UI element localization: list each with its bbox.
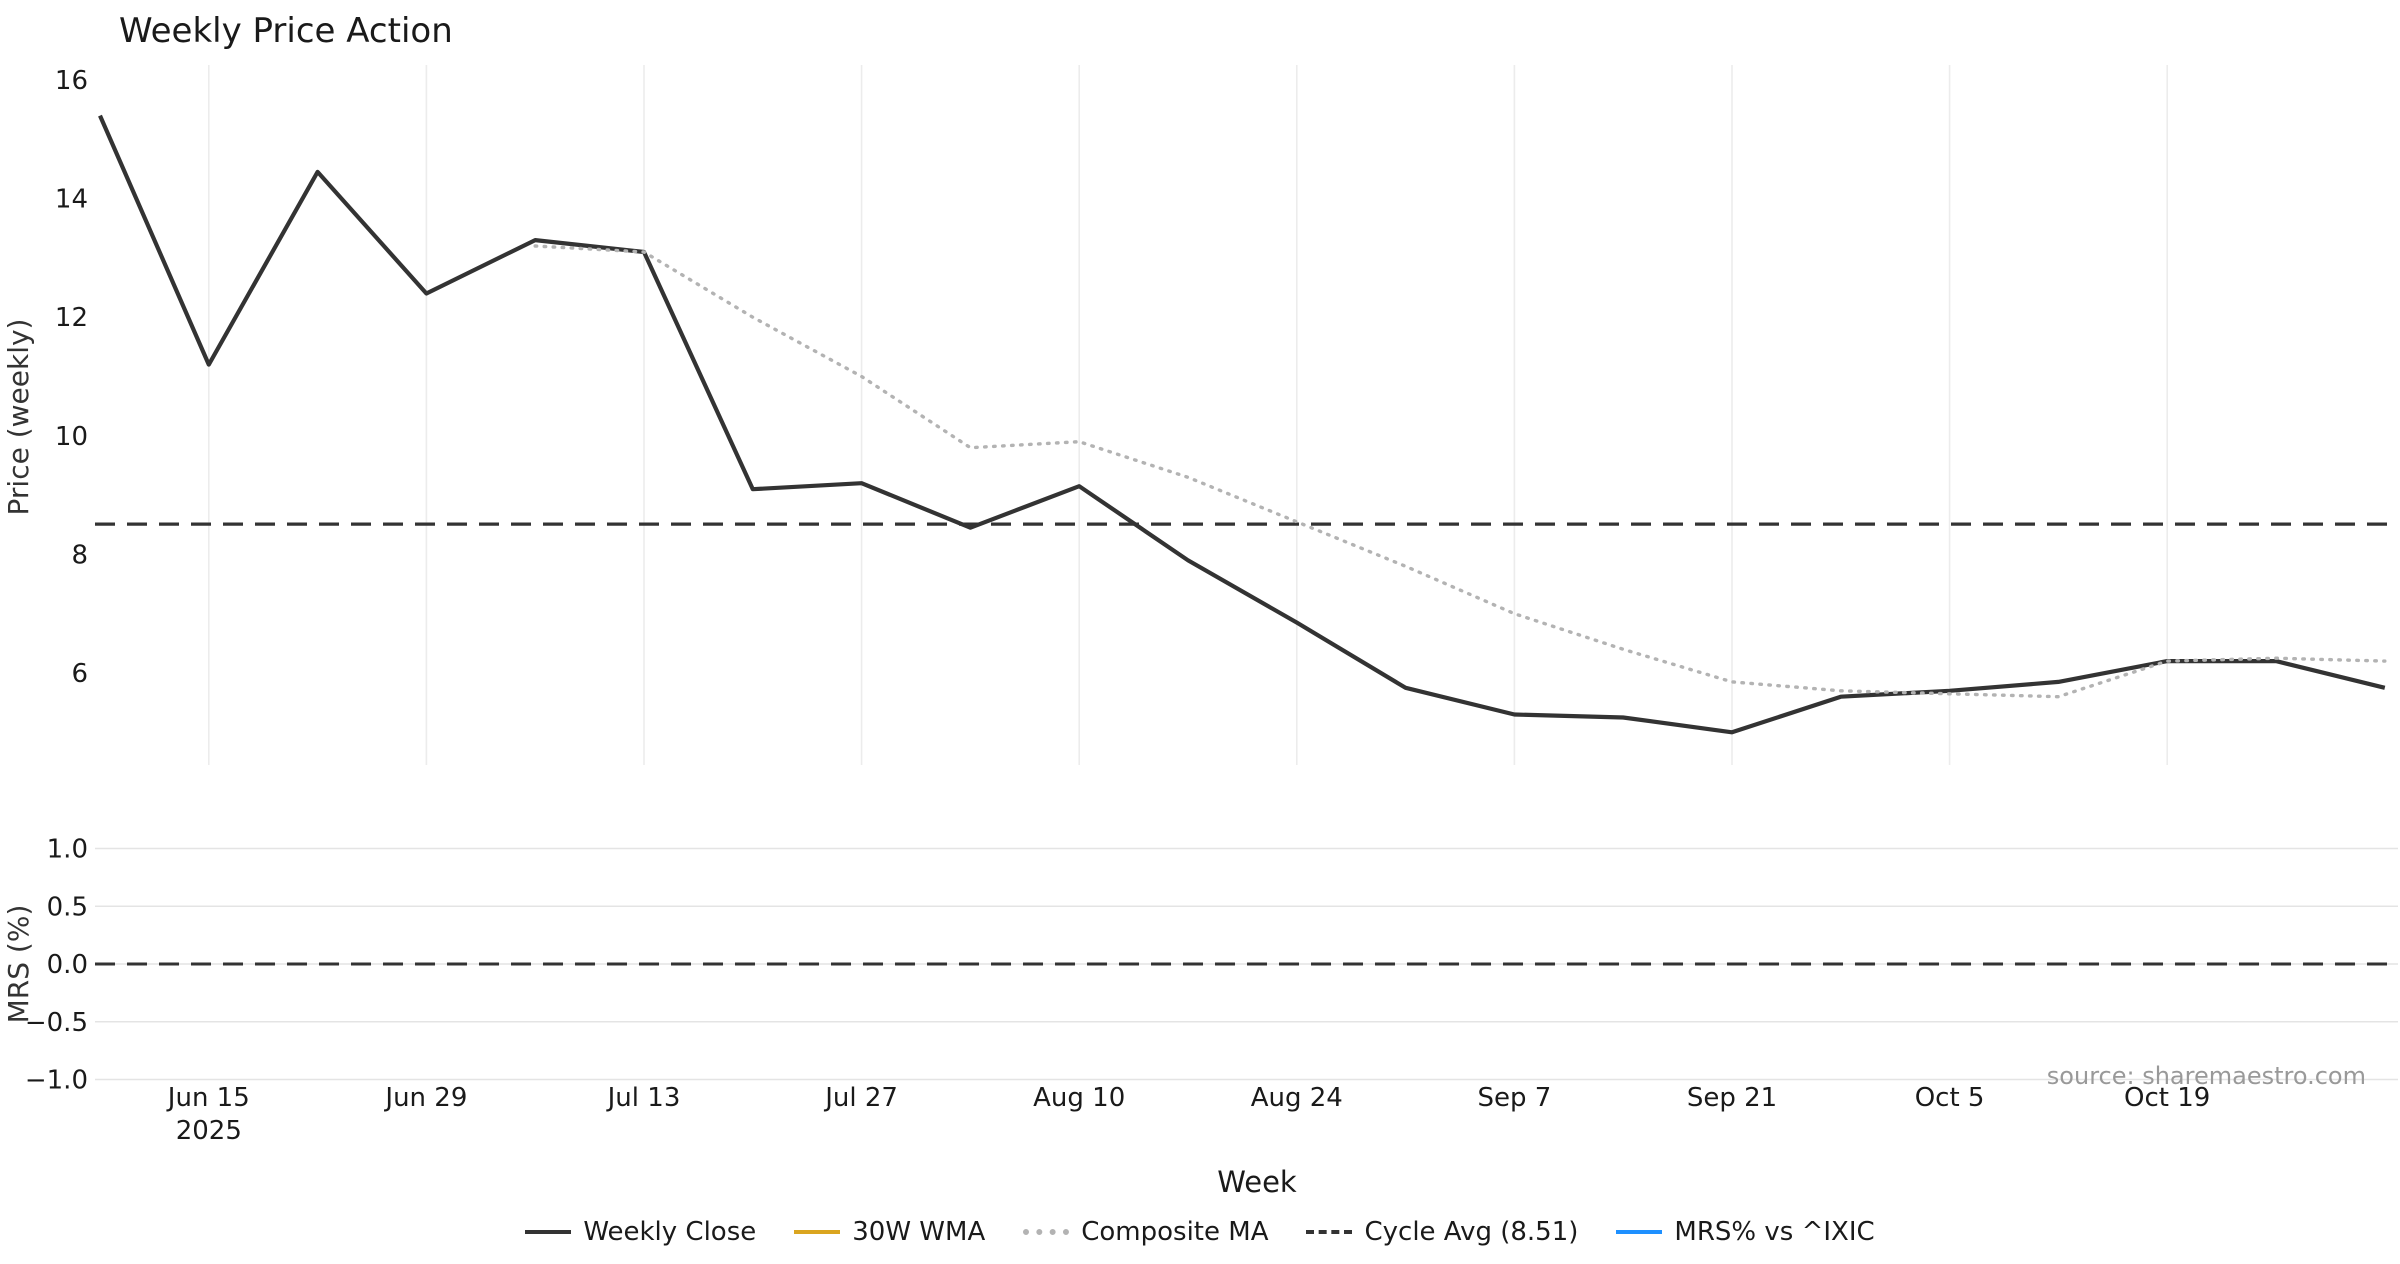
x-axis-label: Week [1217,1165,1297,1199]
legend-label: 30W WMA [852,1217,986,1247]
legend-item-mrs-vs-ixic: MRS% vs ^IXIC [1616,1217,1875,1247]
gridlines-layer [95,65,2398,1081]
mrs-axis-label: MRS (%) [2,905,35,1024]
x-tick-label: Sep 7 [1477,1083,1551,1113]
legend-item-weekly-close: Weekly Close [525,1217,756,1247]
legend-item-cycle-avg-8-51: Cycle Avg (8.51) [1306,1217,1578,1247]
mrs-y-tick-label: 1.0 [47,835,88,865]
legend-label: Cycle Avg (8.51) [1364,1217,1579,1247]
series-layer [98,114,2387,735]
legend-swatch-30w-wma [794,1230,841,1234]
legend-label: Weekly Close [583,1217,757,1247]
price-y-tick-label: 16 [55,66,88,96]
composite-ma-line [533,244,2387,699]
mrs-y-tick-label: 0.0 [47,950,88,980]
mrs-y-tick-label: −0.5 [25,1008,88,1038]
weekly-close-line [98,114,2386,735]
price-y-tick-label: 10 [55,422,88,452]
x-tick-sublabel: 2025 [176,1116,242,1146]
legend-swatch-cycle-avg-8-51 [1306,1230,1353,1234]
legend-swatch-mrs-vs-ixic [1616,1230,1663,1234]
x-tick-label: Oct 19 [2124,1083,2210,1113]
price-axis-label: Price (weekly) [2,319,35,516]
x-tick-label: Sep 21 [1687,1083,1777,1113]
source-credit: source: sharemaestro.com [2047,1062,2366,1090]
x-tick-label: Jun 29 [383,1083,467,1113]
chart-legend: Weekly Close 30W WMA Composite MA Cycle Avg… [0,1210,2400,1254]
price-y-tick-label: 12 [55,303,88,333]
legend-item-30w-wma: 30W WMA [794,1217,985,1247]
legend-swatch-weekly-close [525,1230,572,1234]
x-tick-label: Jul 13 [606,1083,681,1113]
price-y-tick-label: 6 [71,659,88,689]
x-tick-label: Aug 10 [1033,1083,1125,1113]
price-y-tick-label: 8 [71,540,88,570]
x-tick-label: Aug 24 [1251,1083,1343,1113]
price-y-tick-label: 14 [55,185,88,215]
x-tick-label: Jun 15 [166,1083,250,1113]
mrs-y-tick-label: 0.5 [47,892,88,922]
legend-label: MRS% vs ^IXIC [1674,1217,1875,1247]
mrs-y-tick-label: −1.0 [25,1066,88,1096]
x-tick-label: Oct 5 [1915,1083,1985,1113]
reference-lines-layer [95,522,2398,966]
legend-item-composite-ma: Composite MA [1023,1217,1268,1247]
chart-title: Weekly Price Action [119,11,453,51]
legend-label: Composite MA [1081,1217,1269,1247]
legend-swatch-composite-ma [1023,1229,1070,1235]
x-tick-label: Jul 27 [823,1083,898,1113]
